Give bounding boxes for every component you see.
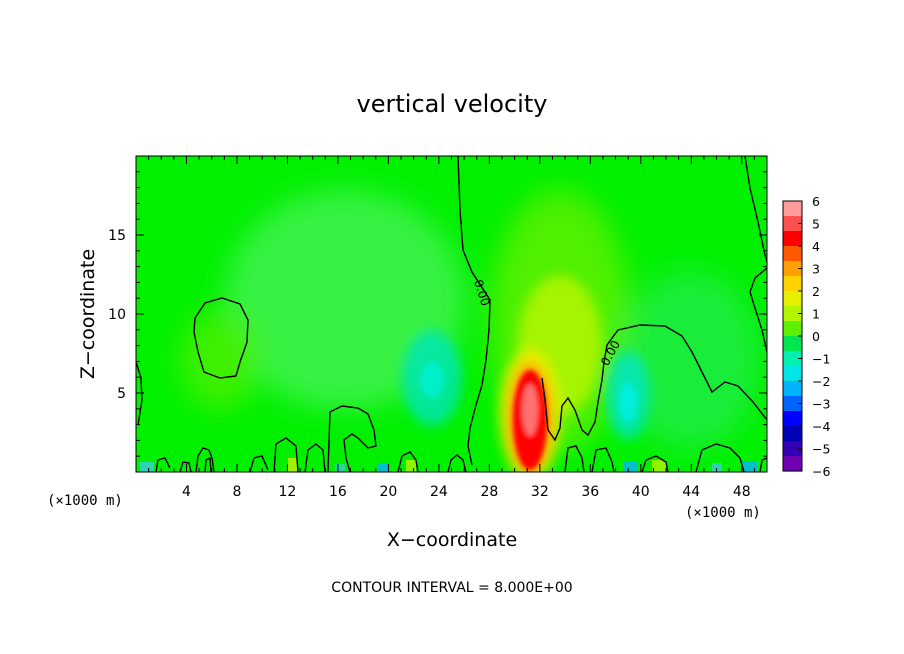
colorbar-swatch (783, 381, 802, 397)
downdraft-core-39km (619, 382, 637, 422)
x-tick-label: 32 (531, 484, 549, 500)
colorbar-swatch (783, 216, 802, 232)
surface-cell (742, 461, 758, 472)
colorbar-tick-label: 0 (812, 329, 820, 344)
colorbar-swatch (783, 231, 802, 247)
surface-contour (695, 443, 745, 472)
surface-contour (155, 457, 171, 472)
y-axis: 5 10 15 (108, 171, 767, 457)
surface-contour (179, 461, 192, 472)
field-soft-regions (180, 190, 760, 450)
colorbar-tick-label: −1 (812, 352, 830, 367)
colorbar-swatch (783, 456, 802, 472)
x-tick-label: 12 (279, 484, 297, 500)
surface-contour (447, 454, 467, 472)
colorbar-swatch (783, 411, 802, 427)
x-axis: 4 8 12 16 20 24 28 32 36 40 44 48 (148, 156, 755, 500)
plot-area: 0.00 0.00 (136, 156, 767, 472)
surface-contour (273, 437, 299, 472)
colorbar-swatch (783, 441, 802, 457)
x-axis-title: X−coordinate (387, 529, 517, 551)
x-unit-label-left: (×1000 m) (47, 493, 123, 509)
updraft-core-pink (522, 384, 538, 436)
colorbar-swatch (783, 276, 802, 292)
colorbar-tick-label: −2 (812, 374, 830, 389)
colorbar-swatch (783, 366, 802, 382)
x-tick-label: 16 (329, 484, 347, 500)
surface-cell (140, 462, 154, 472)
zero-contour-right-lower (541, 361, 605, 442)
colorbar-tick-label: −5 (812, 442, 830, 457)
surface-contour (759, 457, 767, 472)
x-tick-label: 24 (430, 484, 448, 500)
colorbar-tick-label: −4 (812, 419, 830, 434)
surface-cell (335, 464, 345, 472)
colorbar-swatch (783, 426, 802, 442)
surface-contour (204, 456, 212, 472)
zero-contour-upper-right (744, 156, 767, 263)
colorbar-tick-label: 1 (812, 307, 820, 322)
zero-contour-loop-left (193, 297, 249, 379)
colorbar-swatch (783, 246, 802, 262)
weak-downdraft-region-right (620, 270, 760, 450)
colorbar-tick-label: 5 (812, 217, 820, 232)
zero-contour-right (603, 324, 767, 421)
x-tick-label: 36 (581, 484, 599, 500)
colorbar-tick-label: 6 (812, 194, 820, 209)
x-tick-label: 44 (682, 484, 700, 500)
y-tick-label: 10 (108, 307, 126, 323)
surface-features (140, 458, 758, 472)
zero-contour-central (457, 156, 491, 466)
colorbar-tick-label: 3 (812, 262, 820, 277)
x-tick-label: 40 (632, 484, 650, 500)
surface-contour (564, 445, 585, 472)
surface-contour (195, 447, 215, 472)
x-tick-label: 4 (182, 484, 191, 500)
x-unit-label-right: (×1000 m) (685, 505, 761, 521)
surface-cell (406, 460, 416, 472)
colorbar-swatch (783, 306, 802, 322)
weak-downdraft-region (225, 190, 465, 410)
field-core (420, 362, 637, 470)
colorbar-swatch (783, 201, 802, 217)
x-tick-label: 8 (232, 484, 241, 500)
colorbar-swatch (783, 396, 802, 412)
y-tick-label: 5 (117, 386, 126, 402)
surface-cell (712, 463, 722, 472)
surface-contour (304, 443, 326, 472)
surface-contour (641, 455, 669, 472)
colorbar-tick-label: 2 (812, 284, 820, 299)
zero-contour-dome (327, 405, 377, 472)
zero-contours (136, 156, 767, 472)
surface-contour (397, 451, 419, 472)
downdraft-core-24km (420, 362, 444, 398)
surface-cell (624, 462, 638, 472)
colorbar-swatch (783, 351, 802, 367)
colorbar-swatch (783, 336, 802, 352)
y-tick-label: 15 (108, 228, 126, 244)
x-tick-label: 48 (733, 484, 751, 500)
x-tick-label: 28 (480, 484, 498, 500)
zero-contour-left-edge (136, 361, 143, 426)
zero-contour-upper-right-2 (749, 267, 767, 353)
surface-contour (249, 455, 269, 472)
surface-contour (591, 447, 615, 472)
y-axis-title: Z−coordinate (77, 249, 99, 379)
contour-interval-note: CONTOUR INTERVAL = 8.000E+00 (331, 580, 572, 596)
colorbar-swatch (783, 291, 802, 307)
weak-updraft-region-left (180, 310, 260, 410)
colorbar-swatch (783, 261, 802, 277)
colorbar-tick-label: −6 (812, 464, 830, 479)
colorbar-swatch (783, 321, 802, 337)
chart-title: vertical velocity (357, 90, 548, 118)
colorbar-tick-label: 4 (812, 239, 820, 254)
x-tick-label: 20 (379, 484, 397, 500)
colorbar-tick-label: −3 (812, 397, 830, 412)
colorbar: 6 5 4 3 2 1 0 −1 −2 −3 −4 −5 −6 (782, 194, 830, 479)
surface-cell (652, 460, 666, 472)
surface-cell (288, 458, 298, 472)
surface-cell (378, 463, 390, 472)
